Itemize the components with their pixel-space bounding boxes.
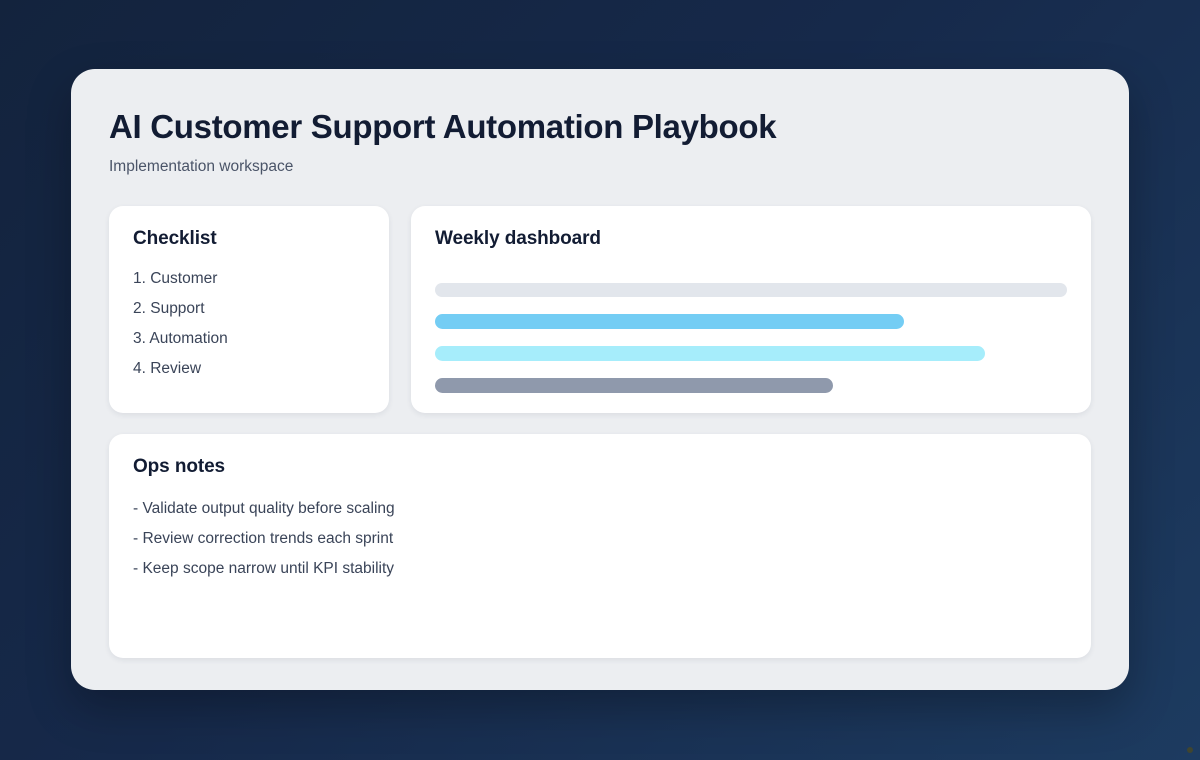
page-title: AI Customer Support Automation Playbook <box>109 108 777 145</box>
progress-bar-2 <box>435 314 904 330</box>
corner-dot <box>1187 747 1193 753</box>
bar-track <box>435 274 1067 306</box>
list-item[interactable]: 4. Review <box>133 359 202 377</box>
bar-track <box>435 370 1067 402</box>
bar-track <box>435 306 1067 338</box>
dashboard-bar-chart <box>435 274 1067 402</box>
ops-notes-card-title: Ops notes <box>133 455 226 477</box>
progress-bar-1 <box>435 282 1067 297</box>
progress-bar-4 <box>435 378 834 394</box>
top-card-row: Checklist 1. Customer 2. Support 3. Auto… <box>109 205 1091 413</box>
ops-notes-list: - Validate output quality before scaling… <box>133 494 1067 584</box>
bar-track <box>435 338 1067 370</box>
list-item[interactable]: 3. Automation <box>133 329 228 347</box>
list-item[interactable]: 2. Support <box>133 299 205 317</box>
list-item[interactable]: 1. Customer <box>133 269 218 287</box>
dashboard-card: Weekly dashboard <box>411 205 1091 413</box>
workspace-panel: AI Customer Support Automation Playbook … <box>71 69 1129 690</box>
ops-notes-card: Ops notes - Validate output quality befo… <box>109 433 1091 658</box>
progress-bar-3 <box>435 346 985 362</box>
checklist-card-title: Checklist <box>133 227 217 249</box>
list-item: - Review correction trends each sprint <box>133 529 394 547</box>
checklist-list: 1. Customer 2. Support 3. Automation 4. … <box>133 264 365 384</box>
page-subtitle: Implementation workspace <box>109 157 294 175</box>
list-item: - Keep scope narrow until KPI stability <box>133 559 395 577</box>
dashboard-card-title: Weekly dashboard <box>435 227 601 249</box>
list-item: - Validate output quality before scaling <box>133 499 395 517</box>
checklist-card: Checklist 1. Customer 2. Support 3. Auto… <box>109 205 389 413</box>
